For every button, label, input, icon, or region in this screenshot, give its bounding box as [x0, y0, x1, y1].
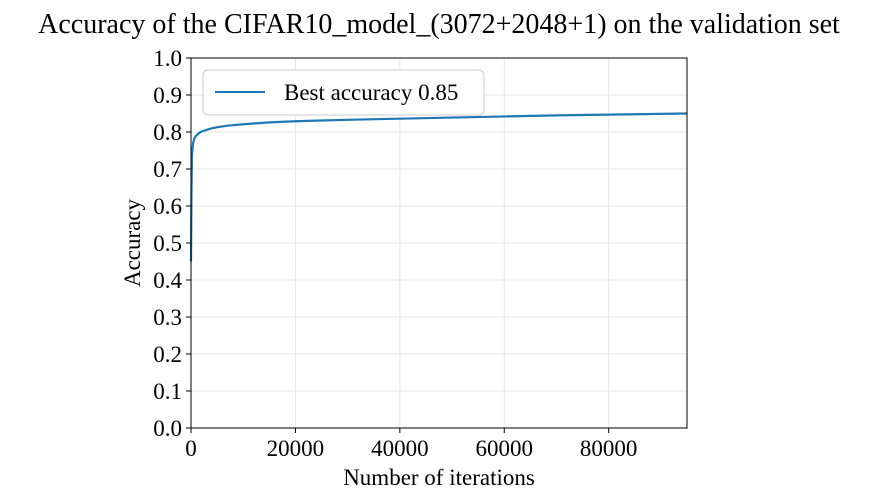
legend: Best accuracy 0.85	[202, 69, 485, 116]
x-tick-label: 60000	[476, 436, 534, 461]
x-axis-ticks: 0 20000 40000 60000 80000	[185, 428, 637, 461]
y-axis-label: Accuracy	[120, 198, 145, 287]
y-tick-label: 0.1	[153, 379, 182, 404]
y-tick-label: 0.9	[153, 83, 182, 108]
y-tick-label: 0.4	[153, 268, 182, 293]
y-tick-label: 0.2	[153, 342, 182, 367]
y-tick-label: 0.3	[153, 305, 182, 330]
series-line	[189, 112, 688, 262]
x-tick-label: 80000	[580, 436, 638, 461]
series-layer	[189, 112, 688, 262]
y-tick-label: 0.8	[153, 120, 182, 145]
x-tick-label: 0	[185, 436, 197, 461]
x-tick-label: 40000	[371, 436, 429, 461]
y-tick-label: 0.6	[153, 194, 182, 219]
y-tick-label: 0.7	[153, 157, 182, 182]
legend-label: Best accuracy 0.85	[284, 80, 458, 105]
x-tick-label: 20000	[267, 436, 325, 461]
x-axis-label: Number of iterations	[343, 465, 535, 490]
y-axis-ticks: 0.0 0.1 0.2 0.3 0.4 0.5 0.6 0.7 0.8 0.9 1.0	[153, 46, 191, 441]
y-tick-label: 0.0	[153, 416, 182, 441]
y-tick-label: 0.5	[153, 231, 182, 256]
y-tick-label: 1.0	[153, 46, 182, 71]
legend-box	[202, 69, 485, 116]
chart-title: Accuracy of the CIFAR10_model_(3072+2048…	[38, 9, 840, 40]
